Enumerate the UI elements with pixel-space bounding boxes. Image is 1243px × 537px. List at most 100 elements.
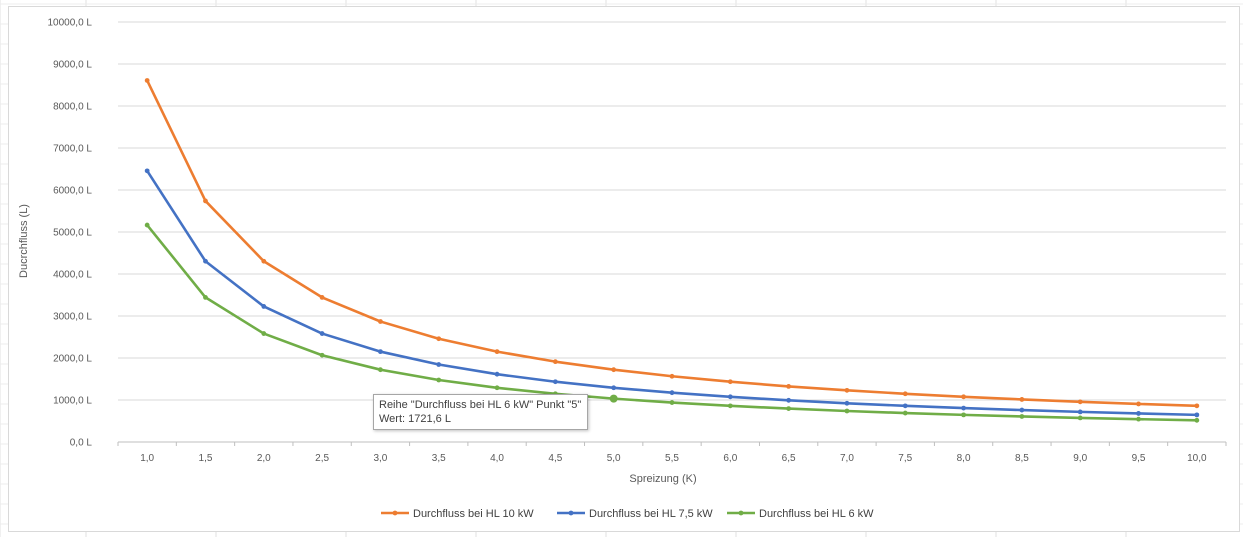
data-point[interactable] bbox=[669, 400, 675, 405]
series-group[interactable] bbox=[144, 78, 1200, 423]
y-tick-label: 3000,0 L bbox=[53, 312, 92, 323]
data-point[interactable] bbox=[727, 403, 733, 409]
tooltip-series-text: Reihe "Durchfluss bei HL 6 kW" Punkt "5" bbox=[379, 399, 582, 411]
x-tick-label: 1,5 bbox=[199, 453, 213, 464]
x-tick-label: 3,5 bbox=[432, 453, 446, 464]
legend-label: Durchfluss bei HL 10 kW bbox=[413, 508, 534, 520]
data-point[interactable] bbox=[844, 408, 850, 414]
x-axis-ticks: 1,0 1,5 2,0 2,5 3,0 3,5 4,0 4,5 5,0 5,5 6,0 6,5 7,0 7… bbox=[117, 442, 1227, 464]
data-point[interactable] bbox=[494, 385, 500, 391]
data-point[interactable] bbox=[319, 331, 325, 336]
y-axis-ticks: 0,0 L 1000,0 L 2000,0 L 3000,0 L 4000,0 L 500… bbox=[48, 18, 93, 449]
data-point[interactable] bbox=[144, 222, 150, 228]
data-point[interactable] bbox=[1194, 417, 1200, 423]
data-point[interactable] bbox=[203, 198, 208, 204]
data-point[interactable] bbox=[1077, 399, 1083, 405]
data-point[interactable] bbox=[961, 394, 966, 400]
data-point[interactable] bbox=[1019, 397, 1025, 402]
data-point[interactable] bbox=[436, 362, 442, 367]
x-tick-label: 3,0 bbox=[373, 453, 387, 464]
data-point[interactable] bbox=[1136, 416, 1141, 422]
data-point[interactable] bbox=[611, 385, 617, 391]
data-point[interactable] bbox=[961, 405, 966, 411]
data-point[interactable] bbox=[844, 400, 850, 406]
x-tick-label: 8,0 bbox=[957, 453, 971, 464]
data-point[interactable] bbox=[494, 371, 500, 377]
y-tick-label: 5000,0 L bbox=[53, 228, 92, 239]
x-tick-label: 7,0 bbox=[840, 453, 854, 464]
y-tick-label: 7000,0 L bbox=[53, 144, 92, 155]
data-point[interactable] bbox=[961, 412, 966, 418]
data-point[interactable] bbox=[261, 331, 267, 336]
data-point[interactable] bbox=[144, 78, 150, 83]
chart-area[interactable]: 0,0 L 1000,0 L 2000,0 L 3000,0 L 4000,0 L 500… bbox=[8, 6, 1240, 532]
x-tick-label: 2,5 bbox=[315, 453, 329, 464]
data-point[interactable] bbox=[1077, 409, 1083, 415]
x-tick-label: 4,5 bbox=[548, 453, 562, 464]
legend-marker bbox=[392, 510, 398, 516]
data-point[interactable] bbox=[552, 359, 558, 365]
data-point[interactable] bbox=[1019, 414, 1025, 419]
data-point[interactable] bbox=[786, 406, 792, 412]
x-tick-label: 5,0 bbox=[607, 453, 621, 464]
data-point[interactable] bbox=[203, 294, 208, 300]
data-point[interactable] bbox=[261, 258, 267, 264]
data-point[interactable] bbox=[1194, 412, 1200, 418]
x-axis-title: Spreizung (K) bbox=[629, 473, 696, 485]
data-point[interactable] bbox=[319, 294, 325, 300]
line-chart[interactable]: 0,0 L 1000,0 L 2000,0 L 3000,0 L 4000,0 L 500… bbox=[9, 7, 1241, 533]
data-point[interactable] bbox=[261, 304, 267, 309]
data-point[interactable] bbox=[611, 367, 617, 373]
data-point[interactable] bbox=[436, 336, 442, 342]
data-point[interactable] bbox=[319, 352, 325, 358]
data-point[interactable] bbox=[378, 349, 383, 355]
data-point[interactable] bbox=[1194, 403, 1200, 409]
data-point[interactable] bbox=[727, 379, 733, 385]
data-point[interactable] bbox=[786, 383, 792, 389]
data-point[interactable] bbox=[552, 379, 558, 385]
data-point[interactable] bbox=[844, 387, 850, 393]
data-point[interactable] bbox=[1019, 407, 1025, 413]
data-point[interactable] bbox=[1136, 411, 1141, 416]
legend-item-2[interactable]: Durchfluss bei HL 7,5 kW bbox=[557, 508, 713, 520]
x-tick-label: 10,0 bbox=[1187, 453, 1207, 464]
x-tick-label: 9,0 bbox=[1073, 453, 1087, 464]
x-tick-label: 4,0 bbox=[490, 453, 504, 464]
x-tick-label: 6,5 bbox=[782, 453, 796, 464]
y-tick-label: 0,0 L bbox=[70, 438, 93, 449]
y-tick-label: 9000,0 L bbox=[53, 60, 92, 71]
data-point[interactable] bbox=[1077, 415, 1083, 421]
x-tick-label: 7,5 bbox=[898, 453, 912, 464]
data-point-tooltip: Reihe "Durchfluss bei HL 6 kW" Punkt "5"… bbox=[373, 394, 589, 430]
data-point[interactable] bbox=[494, 349, 500, 355]
highlighted-data-point[interactable] bbox=[609, 394, 618, 403]
legend-item-3[interactable]: Durchfluss bei HL 6 kW bbox=[727, 508, 874, 520]
x-tick-label: 2,0 bbox=[257, 453, 271, 464]
data-point[interactable] bbox=[669, 390, 675, 396]
legend-marker bbox=[568, 510, 574, 516]
gridlines bbox=[118, 21, 1226, 443]
data-point[interactable] bbox=[436, 377, 442, 383]
legend[interactable]: Durchfluss bei HL 10 kW Durchfluss bei HL… bbox=[381, 508, 874, 520]
y-tick-label: 10000,0 L bbox=[48, 18, 93, 29]
legend-item-1[interactable]: Durchfluss bei HL 10 kW bbox=[381, 508, 534, 520]
data-point[interactable] bbox=[669, 373, 675, 379]
data-point[interactable] bbox=[902, 403, 908, 409]
data-point[interactable] bbox=[1136, 401, 1141, 407]
data-point[interactable] bbox=[203, 258, 208, 264]
data-point[interactable] bbox=[727, 394, 733, 400]
tooltip-value-text: Wert: 1721,6 L bbox=[379, 413, 451, 425]
data-point[interactable] bbox=[902, 391, 908, 397]
y-tick-label: 1000,0 L bbox=[53, 396, 92, 407]
data-point[interactable] bbox=[786, 397, 792, 403]
y-tick-label: 2000,0 L bbox=[53, 354, 92, 365]
x-tick-label: 6,0 bbox=[723, 453, 737, 464]
y-axis-title: Ducrchfluss (L) bbox=[18, 204, 30, 278]
y-tick-label: 6000,0 L bbox=[53, 186, 92, 197]
y-tick-label: 4000,0 L bbox=[53, 270, 92, 281]
data-point[interactable] bbox=[378, 319, 383, 324]
data-point[interactable] bbox=[378, 367, 383, 373]
data-point[interactable] bbox=[144, 168, 150, 174]
data-point[interactable] bbox=[902, 410, 908, 416]
series-line-1[interactable] bbox=[145, 79, 1197, 408]
